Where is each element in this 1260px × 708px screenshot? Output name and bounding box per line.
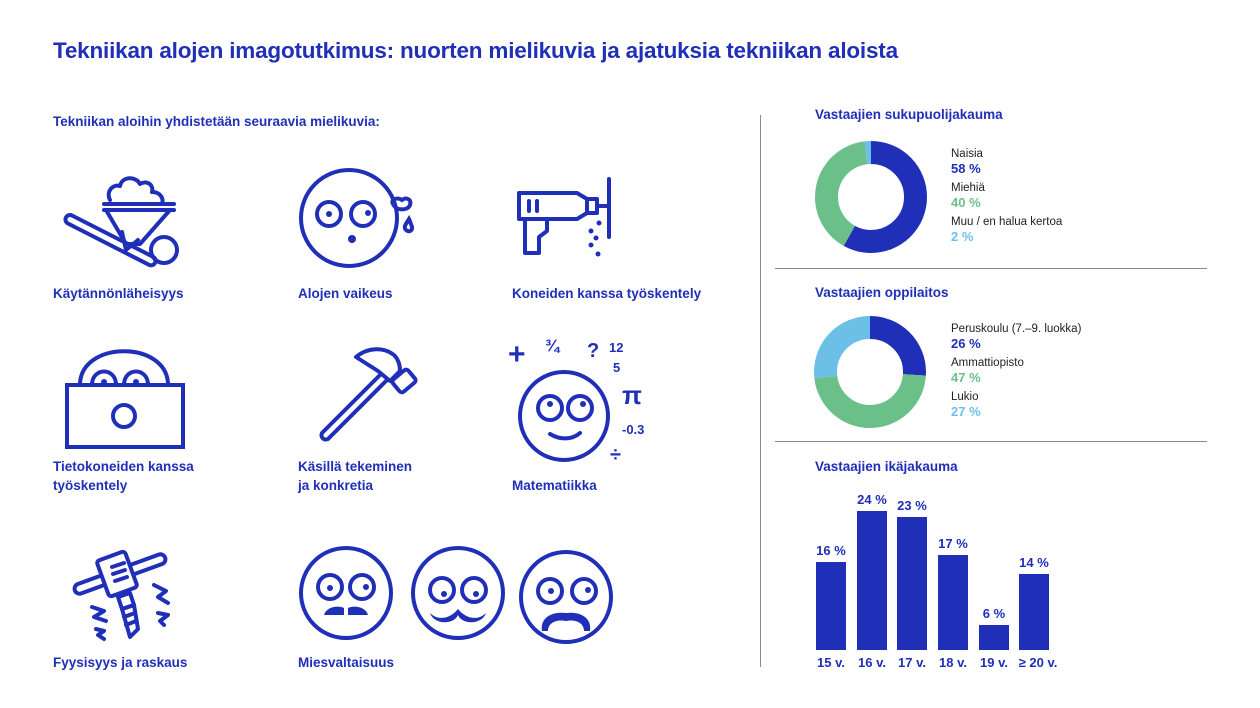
legend-item-peruskoulu: Peruskoulu (7.–9. luokka) 26 % <box>951 323 1081 351</box>
plus-symbol: + <box>508 338 526 371</box>
sweating-face-icon <box>298 167 428 272</box>
bar-value: 6 % <box>982 606 1006 621</box>
donut-segment-lukio <box>814 316 926 428</box>
legend-value: 47 % <box>951 370 981 385</box>
label-line-1: Tietokoneiden kanssa <box>53 459 194 474</box>
gender-chart-title: Vastaajien sukupuolijakauma <box>815 107 1003 122</box>
label-line-2: ja konkretia <box>298 478 374 493</box>
legend-value: 40 % <box>951 195 981 210</box>
bar-category: ≥ 20 v. <box>1018 655 1058 670</box>
label-kasilla-tekeminen: Käsillä tekeminen ja konkretia <box>298 457 412 495</box>
bar-value: 17 % <box>938 536 968 551</box>
age-chart-title: Vastaajien ikäjakauma <box>815 459 958 474</box>
label-fyysisyys: Fyysisyys ja raskaus <box>53 655 188 670</box>
bar-value: 24 % <box>857 492 887 507</box>
legend-item-miehia: Miehiä 40 % <box>951 182 1062 210</box>
bar-value: 23 % <box>897 498 927 513</box>
legend-value: 26 % <box>951 336 981 351</box>
bar-17 <box>897 517 927 650</box>
legend-label: Miehiä <box>951 182 985 194</box>
label-koneiden-kanssa: Koneiden kanssa työskentely <box>512 286 702 301</box>
label-kaytannonlaheisyys: Käytännönläheisyys <box>53 286 184 301</box>
legend-value: 58 % <box>951 161 981 176</box>
legend-item-ammattiopisto: Ammattiopisto 47 % <box>951 357 1081 385</box>
legend-label: Naisia <box>951 148 983 160</box>
label-line-1: Käsillä tekeminen <box>298 459 413 474</box>
pi-symbol: π <box>622 380 642 410</box>
bar-value: 14 % <box>1019 555 1049 570</box>
legend-label: Muu / en halua kertoa <box>951 216 1063 228</box>
page-title: Tekniikan alojen imagotutkimus: nuorten … <box>53 38 898 63</box>
vertical-divider <box>760 115 761 667</box>
label-miesvaltaisuus: Miesvaltaisuus <box>298 655 395 670</box>
number-5: 5 <box>613 360 621 375</box>
jackhammer-icon <box>72 545 174 645</box>
bar-19 <box>979 625 1009 650</box>
question-symbol: ? <box>587 340 600 362</box>
bar-category: 15 v. <box>817 655 845 670</box>
school-chart-title: Vastaajien oppilaitos <box>815 285 949 300</box>
bar-value: 16 % <box>816 543 846 558</box>
legend-label: Ammattiopisto <box>951 357 1024 369</box>
label-tietokoneiden-kanssa: Tietokoneiden kanssa työskentely <box>53 457 194 495</box>
power-drill-icon <box>515 175 615 265</box>
number-negative: -0.3 <box>622 422 645 437</box>
bar-16 <box>857 511 887 650</box>
gender-legend: Naisia 58 % Miehiä 40 % Muu / en halua k… <box>951 148 1062 250</box>
bar-category: 17 v. <box>898 655 926 670</box>
number-12: 12 <box>609 340 624 355</box>
label-alojen-vaikeus: Alojen vaikeus <box>298 286 393 301</box>
legend-value: 27 % <box>951 404 981 419</box>
fraction-symbol: ¾ <box>545 336 560 355</box>
mustache-faces-icon <box>298 545 618 645</box>
school-donut-chart <box>814 316 926 428</box>
bar-20-plus <box>1019 574 1049 650</box>
label-matematiikka: Matematiikka <box>512 478 597 493</box>
legend-item-naisia: Naisia 58 % <box>951 148 1062 176</box>
bar-category: 18 v. <box>939 655 967 670</box>
donut-segment-ammattiopisto <box>814 316 926 428</box>
bar-category: 16 v. <box>858 655 886 670</box>
bar-15 <box>816 562 846 650</box>
school-legend: Peruskoulu (7.–9. luokka) 26 % Ammattiop… <box>951 323 1081 425</box>
bar-18 <box>938 555 968 650</box>
hammer-icon <box>318 345 428 445</box>
face-behind-laptop-icon <box>64 342 188 452</box>
gender-donut-chart <box>815 141 927 253</box>
donut-segment-muu <box>815 141 927 253</box>
images-section-subtitle: Tekniikan aloihin yhdistetään seuraavia … <box>53 114 380 129</box>
horizontal-divider-2 <box>775 441 1207 442</box>
legend-value: 2 % <box>951 229 974 244</box>
legend-label: Peruskoulu (7.–9. luokka) <box>951 323 1082 335</box>
legend-item-lukio: Lukio 27 % <box>951 391 1081 419</box>
label-line-2: työskentely <box>53 478 128 493</box>
wheelbarrow-icon <box>63 170 186 270</box>
donut-segment-miehia <box>815 141 927 253</box>
divide-symbol: ÷ <box>610 444 621 466</box>
legend-item-muu: Muu / en halua kertoa 2 % <box>951 216 1062 244</box>
math-face-icon <box>510 338 660 473</box>
horizontal-divider-1 <box>775 268 1207 269</box>
legend-label: Lukio <box>951 391 979 403</box>
bar-category: 19 v. <box>980 655 1008 670</box>
